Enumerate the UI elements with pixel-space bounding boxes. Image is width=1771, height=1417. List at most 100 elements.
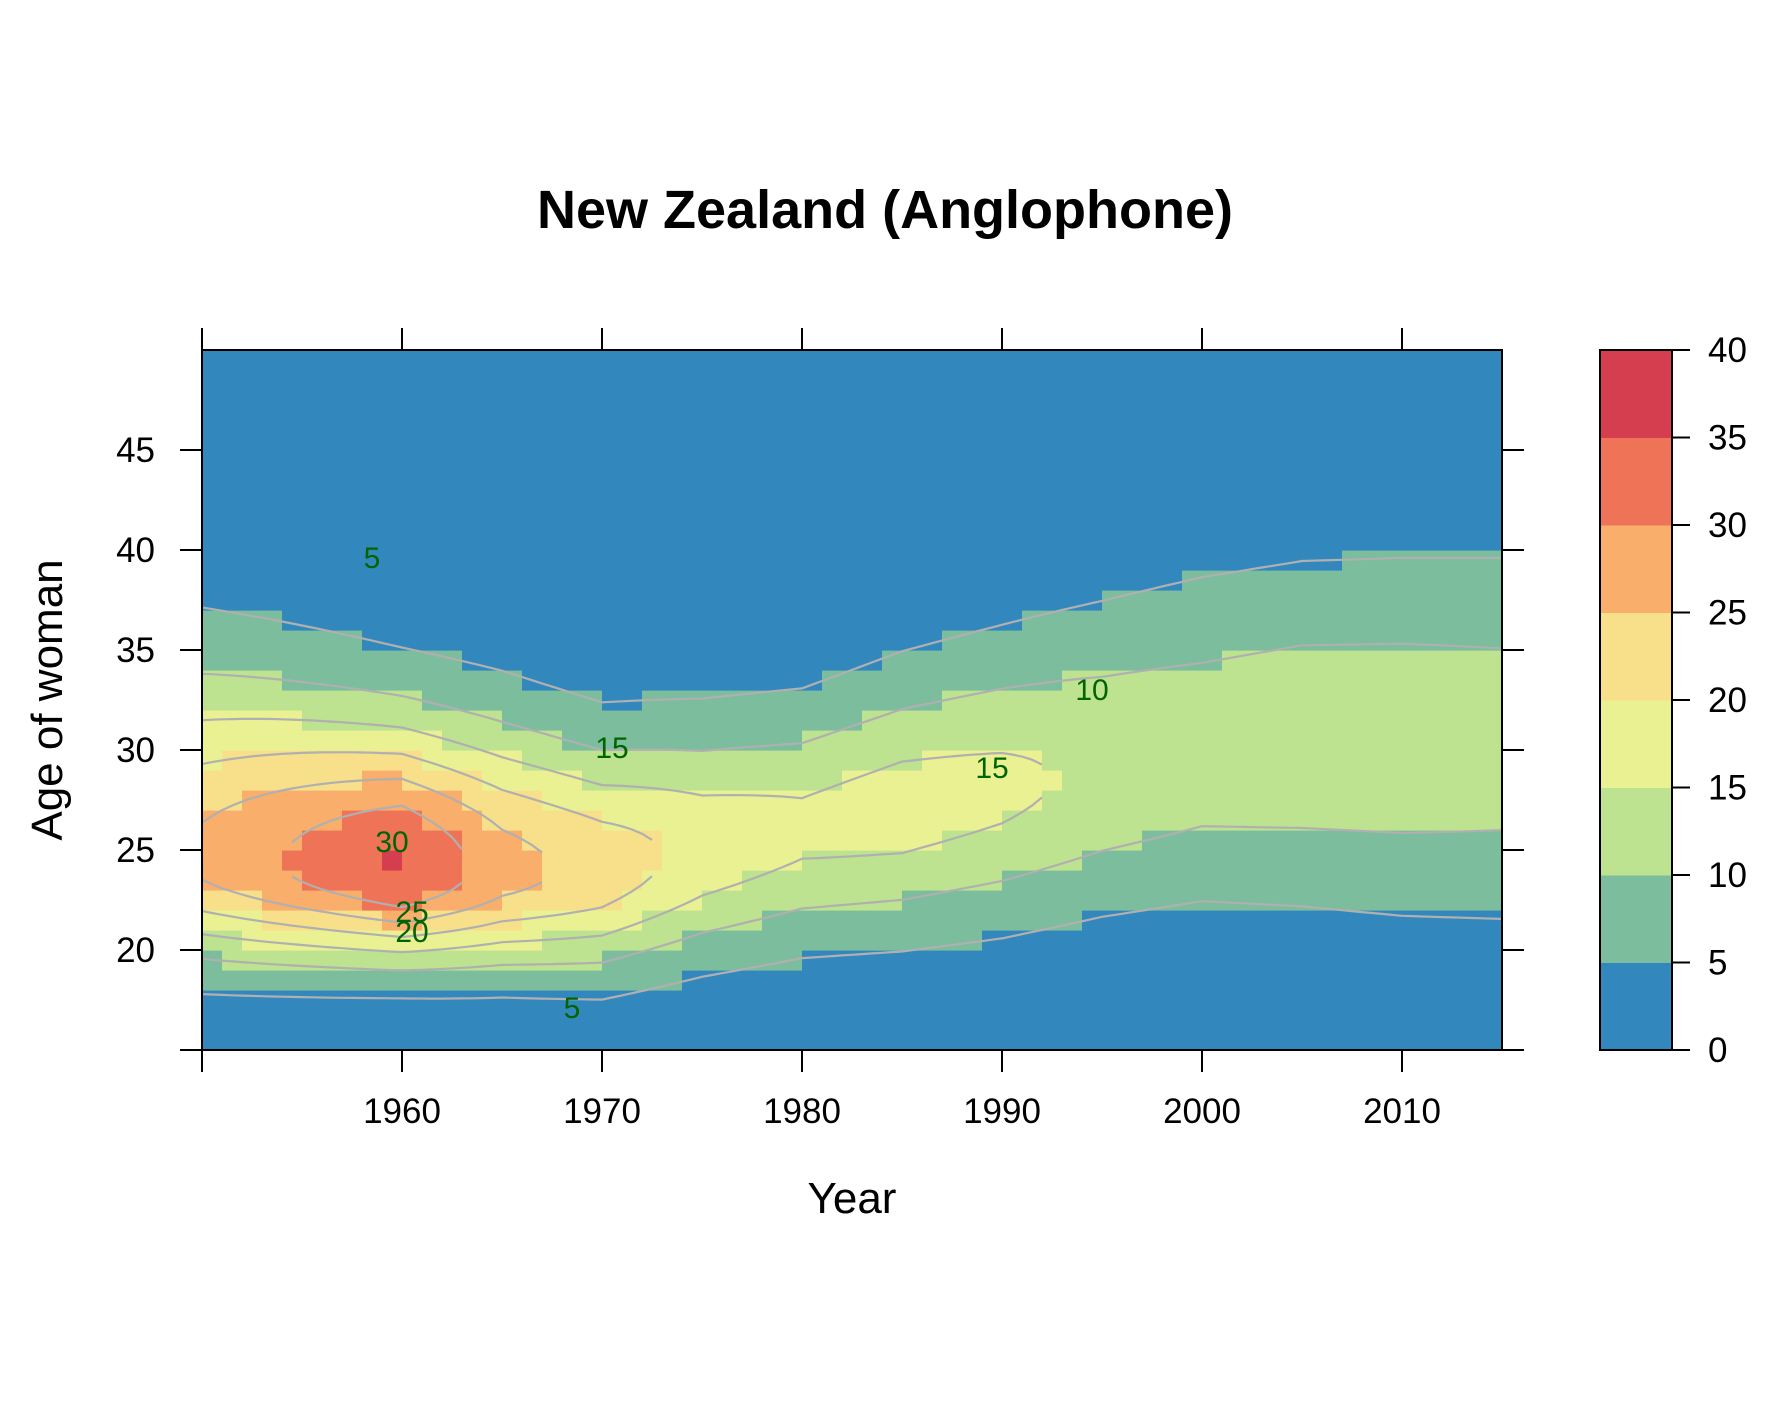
- heatmap-cell: [202, 1030, 223, 1051]
- heatmap-cell: [342, 430, 363, 451]
- heatmap-cell: [1362, 430, 1383, 451]
- heatmap-cell: [862, 990, 883, 1011]
- heatmap-cell: [1342, 370, 1363, 391]
- heatmap-cell: [1342, 990, 1363, 1011]
- heatmap-cell: [842, 410, 863, 431]
- heatmap-cell: [1022, 710, 1043, 731]
- heatmap-cell: [302, 770, 323, 791]
- heatmap-cell: [622, 630, 643, 651]
- heatmap-cell: [1362, 410, 1383, 431]
- heatmap-cell: [1102, 790, 1123, 811]
- heatmap-cell: [862, 570, 883, 591]
- heatmap-cell: [582, 350, 603, 371]
- heatmap-cell: [1482, 430, 1503, 451]
- heatmap-cell: [582, 910, 603, 931]
- heatmap-cell: [202, 930, 223, 951]
- heatmap-cell: [1282, 990, 1303, 1011]
- heatmap-cell: [702, 950, 723, 971]
- heatmap-cell: [322, 830, 343, 851]
- heatmap-cell: [462, 690, 483, 711]
- heatmap-cell: [582, 1010, 603, 1031]
- heatmap-cell: [1162, 450, 1183, 471]
- heatmap-cell: [1142, 590, 1163, 611]
- heatmap-cell: [1402, 730, 1423, 751]
- heatmap-cell: [1162, 670, 1183, 691]
- heatmap-cell: [802, 830, 823, 851]
- heatmap-cell: [822, 750, 843, 771]
- heatmap-cell: [1122, 650, 1143, 671]
- heatmap-cell: [1082, 770, 1103, 791]
- heatmap-cell: [722, 610, 743, 631]
- heatmap-cell: [1282, 610, 1303, 631]
- heatmap-cell: [1022, 830, 1043, 851]
- heatmap-cell: [1002, 1010, 1023, 1031]
- heatmap-cell: [722, 430, 743, 451]
- heatmap-cell: [802, 430, 823, 451]
- heatmap-cell: [1462, 930, 1483, 951]
- heatmap-cell: [662, 710, 683, 731]
- heatmap-cell: [822, 570, 843, 591]
- heatmap-cell: [1182, 870, 1203, 891]
- heatmap-cell: [262, 590, 283, 611]
- heatmap-cell: [1282, 530, 1303, 551]
- heatmap-cell: [1242, 350, 1263, 371]
- heatmap-cell: [502, 1030, 523, 1051]
- heatmap-cell: [522, 590, 543, 611]
- heatmap-cell: [1082, 750, 1103, 771]
- heatmap-cell: [702, 690, 723, 711]
- heatmap-cell: [1082, 430, 1103, 451]
- heatmap-cell: [562, 1010, 583, 1031]
- heatmap-cell: [1202, 970, 1223, 991]
- heatmap-cell: [1402, 750, 1423, 771]
- heatmap-cell: [342, 990, 363, 1011]
- heatmap-cell: [562, 490, 583, 511]
- heatmap-cell: [482, 690, 503, 711]
- heatmap-cell: [1422, 630, 1443, 651]
- heatmap-cell: [382, 870, 403, 891]
- heatmap-cell: [1042, 590, 1063, 611]
- heatmap-cell: [1302, 970, 1323, 991]
- heatmap-cell: [762, 770, 783, 791]
- heatmap-cell: [762, 990, 783, 1011]
- heatmap-cell: [1322, 690, 1343, 711]
- heatmap-cell: [342, 370, 363, 391]
- heatmap-cell: [1142, 530, 1163, 551]
- heatmap-cell: [1042, 910, 1063, 931]
- heatmap-cell: [262, 430, 283, 451]
- heatmap-cell: [342, 670, 363, 691]
- heatmap-cell: [1422, 990, 1443, 1011]
- heatmap-cell: [862, 590, 883, 611]
- heatmap-cell: [882, 990, 903, 1011]
- heatmap-cell: [482, 670, 503, 691]
- heatmap-cell: [642, 950, 663, 971]
- heatmap-cell: [722, 370, 743, 391]
- heatmap-cell: [862, 370, 883, 391]
- heatmap-cell: [282, 770, 303, 791]
- heatmap-cell: [362, 610, 383, 631]
- heatmap-cell: [1142, 350, 1163, 371]
- heatmap-cell: [262, 850, 283, 871]
- heatmap-cell: [782, 650, 803, 671]
- heatmap-cell: [1082, 670, 1103, 691]
- heatmap-cell: [1242, 1010, 1263, 1031]
- heatmap-cell: [302, 590, 323, 611]
- contour-label: 15: [975, 752, 1008, 785]
- heatmap-cell: [402, 950, 423, 971]
- heatmap-cell: [462, 810, 483, 831]
- heatmap-cell: [1462, 850, 1483, 871]
- heatmap-cell: [482, 770, 503, 791]
- heatmap-cell: [202, 490, 223, 511]
- heatmap-cell: [982, 450, 1003, 471]
- heatmap-cell: [1242, 910, 1263, 931]
- heatmap-cell: [1262, 750, 1283, 771]
- heatmap-cell: [202, 750, 223, 771]
- heatmap-cell: [322, 730, 343, 751]
- heatmap-cell: [462, 450, 483, 471]
- heatmap-cell: [1082, 650, 1103, 671]
- heatmap-cell: [542, 1010, 563, 1031]
- heatmap-cell: [622, 510, 643, 531]
- heatmap-cell: [762, 1010, 783, 1031]
- heatmap-cell: [602, 390, 623, 411]
- heatmap-cell: [402, 1030, 423, 1051]
- heatmap-cell: [1062, 730, 1083, 751]
